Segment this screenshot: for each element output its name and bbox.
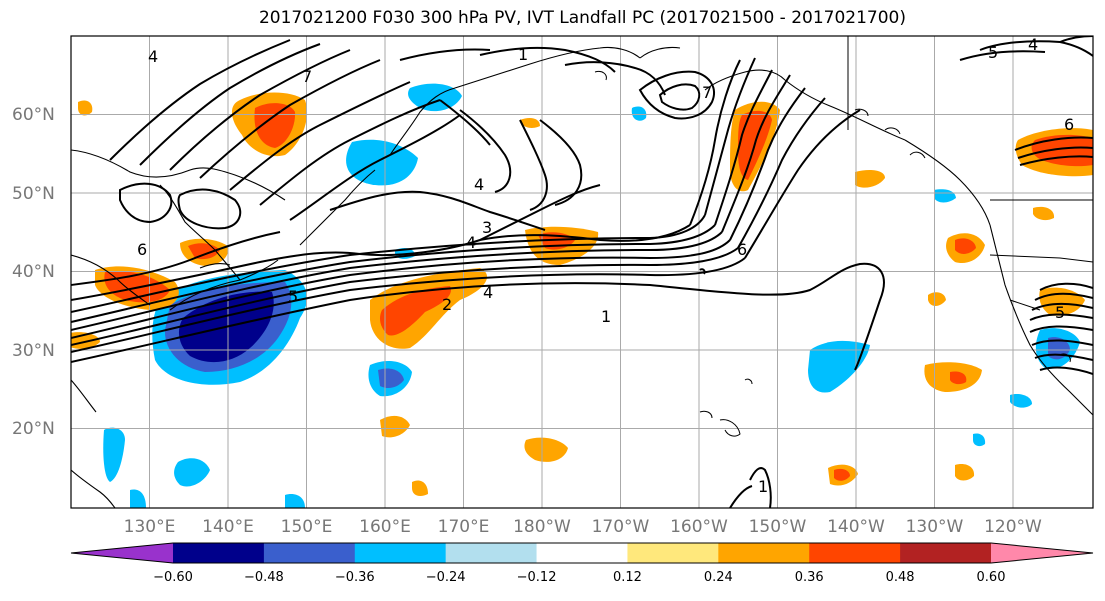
contour-label: 1 xyxy=(758,477,768,496)
colorbar-segment xyxy=(445,543,538,563)
colorbar-extend-high xyxy=(991,543,1093,563)
colorbar-outline xyxy=(70,542,1094,564)
lon-label: 130°E xyxy=(124,517,176,537)
colorbar-labels: −0.60 −0.48 −0.36 −0.24 −0.12 0.12 0.24 0.36 0.4… xyxy=(153,570,1005,585)
contour-label: 2 xyxy=(442,295,452,314)
colorbar-extend-low xyxy=(71,543,173,563)
contour-label: 6 xyxy=(1064,115,1074,134)
lat-label: 30°N xyxy=(12,341,55,361)
pv-contours xyxy=(71,36,1093,508)
colorbar-tick-label: 0.60 xyxy=(977,570,1006,585)
lat-label: 50°N xyxy=(12,184,55,204)
colorbar-segment xyxy=(900,543,992,563)
colorbar-segment xyxy=(718,543,810,563)
colorbar-tick-label: −0.36 xyxy=(335,570,375,585)
colorbar-tick-label: −0.24 xyxy=(426,570,466,585)
lon-label: 150°W xyxy=(749,517,807,537)
contour-label: 4 xyxy=(148,47,158,66)
contour-label: 1 xyxy=(518,45,528,64)
colorbar xyxy=(70,542,1094,564)
contour-label: 5 xyxy=(1055,303,1065,322)
longitude-axis: 130°E 140°E 150°E 160°E 170°E 180°W 170°… xyxy=(124,517,1042,537)
contour-label: 3 xyxy=(482,218,492,237)
lon-label: 160°E xyxy=(359,517,411,537)
lon-label: 140°W xyxy=(827,517,885,537)
colorbar-segment xyxy=(263,543,356,563)
colorbar-segment xyxy=(536,543,628,563)
colorbar-segment xyxy=(354,543,447,563)
lon-label: 140°E xyxy=(202,517,254,537)
lon-label: 170°E xyxy=(438,517,490,537)
contour-label: 6 xyxy=(137,240,147,259)
contour-label: 7 xyxy=(702,83,712,102)
lon-label: 160°W xyxy=(670,517,728,537)
lon-label: 130°W xyxy=(906,517,964,537)
contour-label: 1 xyxy=(601,307,611,326)
lon-label: 170°W xyxy=(592,517,650,537)
map-title: 2017021200 F030 300 hPa PV, IVT Landfall… xyxy=(258,8,906,28)
colorbar-tick-label: 0.24 xyxy=(704,570,733,585)
contour-label: 4 xyxy=(1028,35,1038,54)
contour-label: 4 xyxy=(466,233,476,252)
lon-label: 120°W xyxy=(984,517,1042,537)
colorbar-tick-label: −0.12 xyxy=(517,570,557,585)
anomaly-okhotsk-negative xyxy=(346,139,418,186)
contour-label: 6 xyxy=(737,240,747,259)
lon-label: 180°W xyxy=(513,517,571,537)
map-frame xyxy=(70,35,1094,509)
latitude-axis: 60°N 50°N 40°N 30°N 20°N xyxy=(12,105,55,439)
anomaly-bering-negative xyxy=(631,106,647,121)
contour-label: 7 xyxy=(302,67,312,86)
contour-label: 4 xyxy=(474,175,484,194)
coastlines xyxy=(71,46,1093,508)
lon-label: 150°E xyxy=(281,517,333,537)
graticule xyxy=(71,36,1093,508)
contour-labels: 1 2 4 5 3 4 4 6 6 7 1 5 4 5 1 4 7 6 xyxy=(137,35,1074,496)
lat-label: 60°N xyxy=(12,105,55,125)
colorbar-tick-label: 0.12 xyxy=(613,570,642,585)
colorbar-tick-label: −0.48 xyxy=(244,570,284,585)
colorbar-segment xyxy=(627,543,719,563)
colorbar-tick-label: −0.60 xyxy=(153,570,193,585)
contour-label: 5 xyxy=(988,43,998,62)
colorbar-segment xyxy=(173,543,265,563)
lat-label: 20°N xyxy=(12,419,55,439)
contour-label: 5 xyxy=(288,287,298,306)
colorbar-tick-label: 0.48 xyxy=(886,570,915,585)
lat-label: 40°N xyxy=(12,262,55,282)
contour-label: 4 xyxy=(483,283,493,302)
colorbar-segment xyxy=(809,543,901,563)
colorbar-tick-label: 0.36 xyxy=(795,570,824,585)
